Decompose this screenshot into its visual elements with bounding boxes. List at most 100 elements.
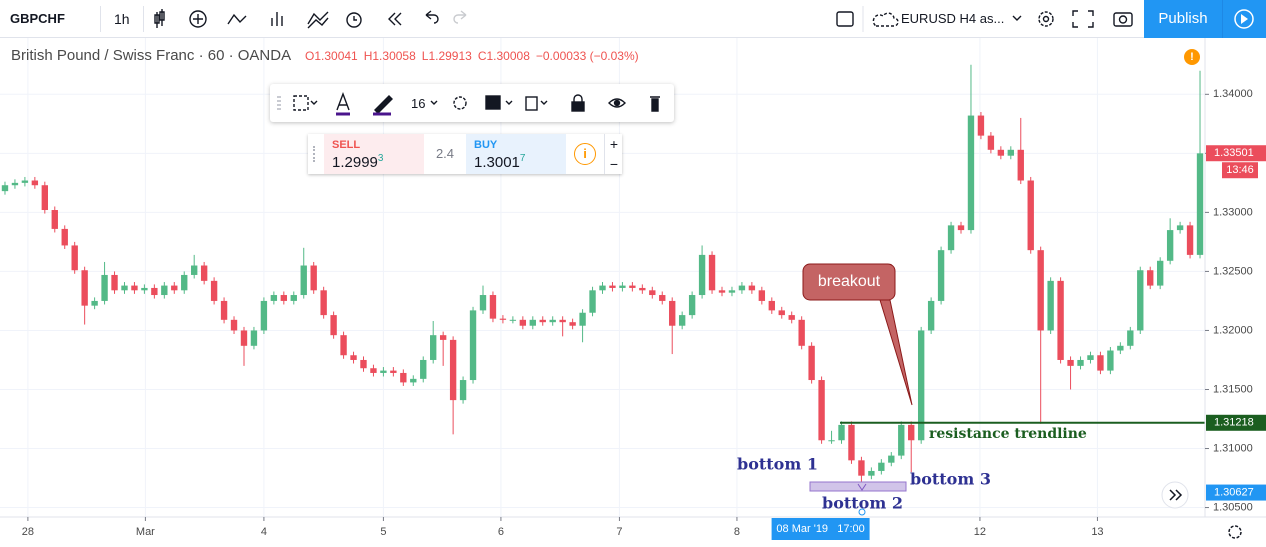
crosshair-label: 08 Mar '19 17:00 — [776, 523, 864, 535]
quantity-stepper[interactable]: + − — [604, 134, 623, 174]
toolbar-icons — [154, 9, 467, 29]
symbol[interactable]: GBPCHF — [10, 11, 65, 26]
style-icon[interactable] — [293, 95, 309, 111]
ohlc-value: C1.30008 — [478, 49, 530, 63]
trade-widget: SELL 1.29993 2.4 BUY 1.30017 i + − — [308, 134, 622, 174]
settings-icon[interactable] — [453, 96, 467, 110]
study-icon[interactable] — [271, 12, 283, 26]
lock-icon[interactable] — [571, 101, 585, 112]
candle-body — [1007, 149, 1014, 156]
candle-body — [987, 135, 995, 150]
candle-body — [908, 424, 915, 441]
candle-body — [1127, 330, 1134, 346]
candle-body — [459, 380, 467, 401]
candle-body — [947, 225, 955, 251]
candle-body — [698, 254, 706, 296]
candle-body — [290, 295, 297, 301]
candle-body — [310, 265, 317, 291]
lock-shackle — [573, 94, 583, 102]
text-color-icon[interactable] — [336, 92, 350, 111]
candle-body — [1107, 350, 1114, 371]
candle-body — [509, 319, 517, 321]
y-tick-label: 1.32500 — [1213, 265, 1253, 277]
candle-body — [330, 315, 337, 336]
clone-icon[interactable] — [525, 96, 538, 111]
candle-body — [758, 290, 766, 301]
y-tick-label: 1.33000 — [1213, 206, 1253, 218]
x-tick-label: Mar — [136, 526, 155, 538]
undo-icon[interactable] — [425, 10, 439, 24]
candle-body — [449, 339, 457, 401]
candle-body — [151, 287, 158, 296]
indicator-icon[interactable] — [189, 10, 207, 28]
candle-body — [469, 310, 477, 381]
replay-icon[interactable] — [388, 12, 402, 26]
info-icon[interactable]: i — [574, 143, 596, 165]
candle-body — [1117, 345, 1124, 351]
candle-body — [977, 115, 985, 136]
alert-icon[interactable] — [1184, 49, 1200, 65]
x-tick-label: 13 — [1091, 526, 1103, 538]
x-tick-label: 7 — [616, 526, 622, 538]
redo-icon[interactable] — [453, 10, 467, 24]
chart-type-icon[interactable] — [154, 9, 165, 28]
visibility-icon[interactable] — [608, 98, 626, 108]
dropdown — [540, 100, 548, 105]
x-tick-label: 5 — [380, 526, 386, 538]
price-tag-label: 1.30627 — [1214, 486, 1254, 498]
range-box — [809, 481, 907, 492]
candle-body — [917, 330, 925, 441]
plus-icon — [193, 14, 203, 24]
play-button[interactable] — [1222, 0, 1266, 38]
layout-name[interactable]: EURUSD H4 as... — [901, 11, 1005, 26]
sell-button[interactable]: SELL 1.29993 — [324, 134, 424, 174]
settings-icon[interactable] — [1038, 11, 1054, 27]
font-size[interactable]: 16 — [411, 96, 426, 111]
alert-mark: ! — [1190, 51, 1194, 63]
candle-body — [868, 470, 875, 476]
snapshot-icon[interactable] — [1113, 12, 1133, 27]
candle-body — [549, 319, 556, 323]
candle-body — [848, 424, 855, 461]
fill-icon[interactable] — [485, 95, 501, 110]
candle-body — [798, 319, 805, 346]
alert-icon[interactable] — [346, 12, 362, 28]
candle-body — [131, 285, 138, 291]
delete-icon[interactable] — [650, 96, 660, 112]
template-icon[interactable] — [307, 11, 329, 29]
candle-body — [808, 345, 815, 381]
compare-icon[interactable] — [227, 13, 247, 25]
candle-body — [181, 274, 188, 291]
spread: 2.4 — [435, 146, 455, 161]
candle-body — [609, 285, 616, 288]
candle-body — [898, 424, 905, 456]
candle-body — [101, 274, 108, 301]
candle-body — [191, 265, 198, 275]
candle-body — [280, 295, 288, 301]
buy-button[interactable]: BUY 1.30017 — [466, 134, 566, 174]
annotation: bottom 1 — [737, 455, 818, 474]
top-toolbar: GBPCHF 1h EURUSD H4 — [0, 0, 1266, 38]
annotation: breakout — [818, 273, 881, 290]
candle-body — [31, 180, 39, 186]
candle-body — [708, 254, 716, 291]
interval[interactable]: 1h — [114, 11, 130, 27]
candle-body — [91, 300, 98, 306]
candle-body — [718, 290, 726, 293]
candle-body — [51, 210, 58, 229]
candle-body — [888, 455, 895, 463]
cloud-icon — [872, 12, 899, 27]
axis-labels: 1.30500 1.31000 1.31500 1.32000 1.32500 1.330… — [22, 88, 1253, 538]
dropdown-icon[interactable] — [1012, 15, 1022, 21]
candle-body — [539, 319, 546, 323]
ohlc-value: L1.29913 — [422, 49, 472, 63]
candle-body — [688, 295, 696, 316]
layout-icon[interactable] — [836, 11, 854, 27]
candle-body — [659, 295, 666, 301]
candle-body — [430, 335, 437, 360]
pen-icon[interactable] — [374, 95, 393, 114]
publish-button[interactable]: Publish — [1144, 0, 1222, 38]
fullscreen-icon[interactable] — [1072, 10, 1094, 28]
settings-icon[interactable] — [1228, 525, 1242, 539]
candle-body — [71, 245, 78, 271]
